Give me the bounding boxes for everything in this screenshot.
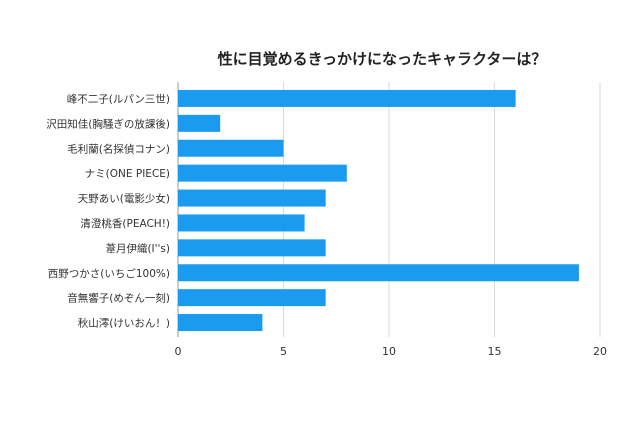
x-tick-label: 10 xyxy=(382,345,396,358)
category-label: 毛利蘭(名探偵コナン) xyxy=(67,142,170,155)
category-label: 西野つかさ(いちご100%) xyxy=(48,267,170,280)
category-label: 天野あい(電影少女) xyxy=(78,192,170,205)
bar xyxy=(178,114,221,132)
bar xyxy=(178,189,326,207)
bar xyxy=(178,164,347,182)
category-label: 峰不二子(ルパン三世) xyxy=(67,93,170,105)
bar xyxy=(178,89,516,107)
bar xyxy=(178,314,263,332)
category-label: ナミ(ONE PIECE) xyxy=(85,168,170,180)
bar xyxy=(178,264,579,282)
x-tick-label: 15 xyxy=(488,345,502,358)
bar xyxy=(178,289,326,307)
x-tick-label: 20 xyxy=(593,345,607,358)
bar xyxy=(178,214,305,232)
category-label: 清澄桃香(PEACH!) xyxy=(80,217,170,230)
bar xyxy=(178,139,284,157)
x-tick-labels: 0 5 10 15 20 xyxy=(175,345,608,358)
category-label: 秋山澪(けいおん！) xyxy=(78,317,170,330)
bars xyxy=(178,89,579,332)
chart-title: 性に目覚めるきっかけになったキャラクターは？ xyxy=(218,50,547,68)
category-label: 音無響子(めぞん一刻) xyxy=(67,292,170,305)
bar xyxy=(178,239,326,257)
category-labels: 峰不二子(ルパン三世) 沢田知佳(胸騒ぎの放課後) 毛利蘭(名探偵コナン) ナミ(ON… xyxy=(46,93,170,329)
category-label: 沢田知佳(胸騒ぎの放課後) xyxy=(46,117,170,130)
category-label: 葦月伊織(I''s) xyxy=(105,242,170,255)
x-tick-label: 5 xyxy=(280,345,287,358)
x-tick-label: 0 xyxy=(175,345,182,358)
